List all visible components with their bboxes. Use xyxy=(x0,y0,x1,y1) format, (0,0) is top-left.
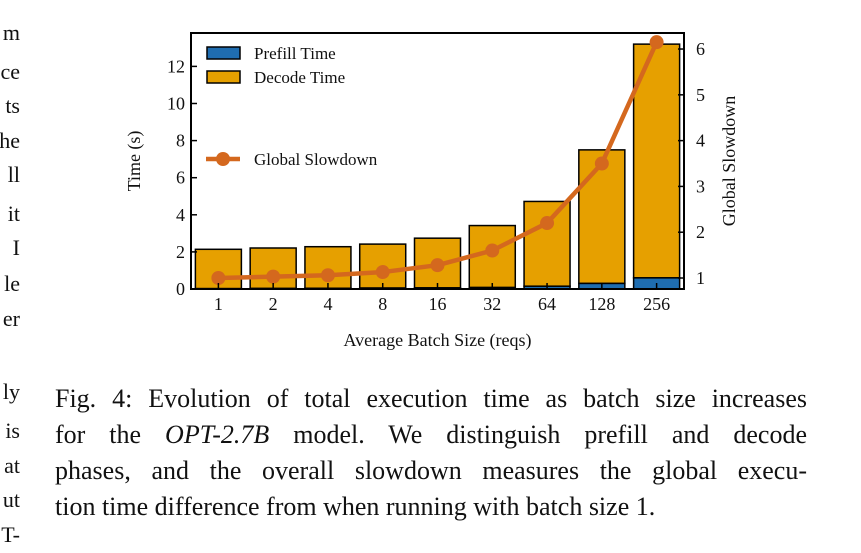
x-axis-label: Average Batch Size (reqs) xyxy=(343,330,531,351)
slowdown-point xyxy=(485,243,500,258)
legend-marker xyxy=(216,152,230,166)
y-tick-label: 6 xyxy=(176,168,185,188)
y2-tick-label: 5 xyxy=(696,85,705,105)
y-tick-label: 8 xyxy=(176,131,185,151)
adjacent-text-fragment: er xyxy=(2,306,20,331)
y-axis-label: Time (s) xyxy=(124,131,145,192)
caption-line: tion time difference from when running w… xyxy=(55,489,807,525)
x-tick-label: 1 xyxy=(214,294,223,314)
y-tick-label: 12 xyxy=(167,56,185,76)
caption-text: tion time difference from when running w… xyxy=(55,492,656,521)
caption-line: for the OPT-2.7B model. We distinguish p… xyxy=(55,417,807,453)
x-tick-label: 8 xyxy=(378,294,387,314)
y2-axis-ticks: 1 2 3 4 5 6 xyxy=(678,39,705,288)
caption-model-name: OPT-2.7B xyxy=(165,420,270,449)
caption-text: phases, and the overall slowdown measure… xyxy=(55,456,807,485)
legend-label: Prefill Time xyxy=(254,44,336,63)
adjacent-text-fragment: ll xyxy=(7,162,20,187)
y2-tick-label: 3 xyxy=(696,176,705,196)
slowdown-point xyxy=(594,156,609,171)
x-tick-label: 128 xyxy=(588,294,615,314)
x-tick-label: 2 xyxy=(269,294,278,314)
adjacent-text-fragment: ut xyxy=(2,487,20,512)
slowdown-point xyxy=(649,35,664,50)
caption-text: model. We distinguish prefill and decode xyxy=(269,420,807,449)
bar-decode-time xyxy=(523,200,571,287)
legend: Prefill Time Decode Time Global Slowdown xyxy=(206,44,378,169)
y2-axis-label: Global Slowdown xyxy=(719,96,739,227)
adjacent-text-fragment: ce xyxy=(0,59,20,84)
caption-text: Fig. 4: Evolution of total execution tim… xyxy=(55,384,807,413)
adjacent-text-fragment: is xyxy=(5,418,20,443)
adjacent-text-fragment: ts xyxy=(5,93,20,118)
adjacent-text-fragment: at xyxy=(4,453,20,478)
y-tick-label: 4 xyxy=(176,205,185,225)
adjacent-text-fragment: I xyxy=(12,235,20,260)
y2-tick-label: 1 xyxy=(696,268,705,288)
y2-tick-label: 4 xyxy=(696,131,705,151)
adjacent-text-fragment: T- xyxy=(1,522,20,547)
legend-swatch xyxy=(206,46,241,60)
figure-caption: Fig. 4: Evolution of total execution tim… xyxy=(55,381,807,525)
x-tick-label: 16 xyxy=(429,294,447,314)
slowdown-point xyxy=(430,258,445,273)
slowdown-point xyxy=(211,271,226,286)
adjacent-text-fragment: le xyxy=(4,271,20,296)
y-axis-ticks: 0 2 4 6 8 10 12 xyxy=(167,56,197,299)
x-tick-label: 64 xyxy=(538,294,556,314)
caption-line: Fig. 4: Evolution of total execution tim… xyxy=(55,381,807,417)
x-tick-label: 32 xyxy=(483,294,501,314)
bar-decode-time xyxy=(632,43,681,279)
adjacent-text-fragment: it xyxy=(7,201,20,226)
slowdown-point xyxy=(266,269,281,284)
y2-tick-label: 6 xyxy=(696,39,705,59)
y-tick-label: 10 xyxy=(167,93,185,113)
y2-tick-label: 2 xyxy=(696,222,705,242)
adjacent-text-fragment: m xyxy=(2,20,20,45)
slowdown-point xyxy=(540,216,555,231)
caption-text: for the xyxy=(55,420,166,449)
slowdown-point xyxy=(375,265,390,280)
x-tick-label: 4 xyxy=(323,294,332,314)
adjacent-text-fragment: ly xyxy=(2,379,20,404)
caption-line: phases, and the overall slowdown measure… xyxy=(55,453,807,489)
slowdown-point xyxy=(320,268,335,283)
y-tick-label: 0 xyxy=(176,279,185,299)
y-tick-label: 2 xyxy=(176,242,185,262)
legend-label: Global Slowdown xyxy=(254,150,378,169)
legend-swatch xyxy=(206,70,241,84)
x-tick-label: 256 xyxy=(643,294,670,314)
x-axis-ticks: 1 2 4 8 16 32 64 128 256 xyxy=(214,283,670,314)
adjacent-text-fragment: he xyxy=(0,128,20,153)
legend-label: Decode Time xyxy=(254,68,345,87)
slowdown-line-group xyxy=(211,35,664,286)
